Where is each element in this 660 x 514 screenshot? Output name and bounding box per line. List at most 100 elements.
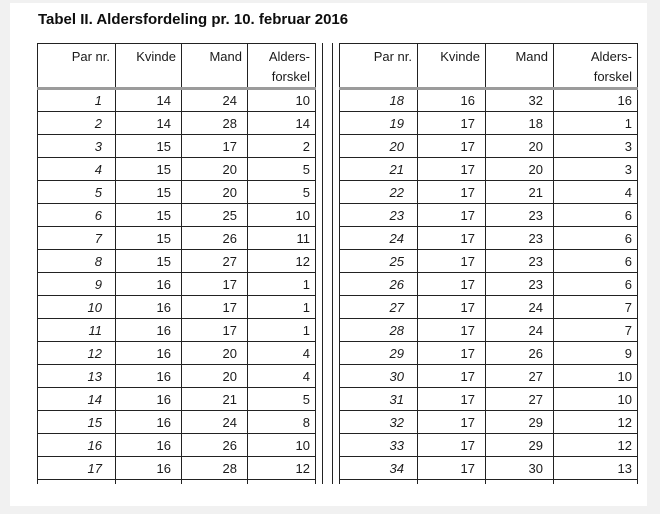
mand-cell: 17 [181,295,248,319]
par-nr-cell: 8 [37,249,116,273]
aldersforskel-cell: 7 [553,318,638,342]
kvinde-cell: 14 [115,88,182,112]
col-header-mand: Mand [181,43,248,90]
table-row: 5 15 20 5 [37,180,316,204]
table-row: 32 17 29 12 [339,410,638,434]
kvinde-cell: 17 [417,272,486,296]
cropped-row [339,479,638,484]
aldersforskel-cell: 4 [553,180,638,204]
aldersforskel-cell: 16 [553,88,638,112]
aldersforskel-cell: 10 [247,88,316,112]
kvinde-cell: 17 [417,456,486,480]
par-nr-cell: 20 [339,134,418,158]
mand-cell: 21 [485,180,554,204]
table-row: 8 15 27 12 [37,249,316,273]
mand-cell: 17 [181,318,248,342]
par-nr-cell: 30 [339,364,418,388]
aldersforskel-cell: 2 [247,134,316,158]
col-header-par-nr: Par nr. [339,43,418,90]
aldersforskel-cell: 5 [247,180,316,204]
table-row: 7 15 26 11 [37,226,316,250]
kvinde-cell: 15 [115,180,182,204]
kvinde-cell: 17 [417,318,486,342]
table-row: 31 17 27 10 [339,387,638,411]
par-nr-cell: 32 [339,410,418,434]
kvinde-cell: 16 [115,387,182,411]
table-row: 16 16 26 10 [37,433,316,457]
par-nr-cell: 25 [339,249,418,273]
table-row: 25 17 23 6 [339,249,638,273]
header-row: Par nr. Kvinde Mand Alders- forskel [37,43,316,90]
mand-cell: 30 [485,456,554,480]
kvinde-cell: 17 [417,157,486,181]
col-header-kvinde: Kvinde [115,43,182,90]
mand-cell: 23 [485,272,554,296]
table-body: 18 16 32 16 19 17 18 1 20 17 20 3 21 17 20 3 22 17 21 4 23 17… [339,88,638,480]
table-row: 18 16 32 16 [339,88,638,112]
aldersforskel-cell: 12 [553,433,638,457]
table-row: 14 16 21 5 [37,387,316,411]
table-body: 1 14 24 10 2 14 28 14 3 15 17 2 4 15 20 5 5 15 20 5 6 15 25 10 7… [37,88,316,480]
table-row: 30 17 27 10 [339,364,638,388]
mand-cell: 24 [485,295,554,319]
table-row: 12 16 20 4 [37,341,316,365]
table-row: 20 17 20 3 [339,134,638,158]
table-group: Par nr. Kvinde Mand Alders- forskel 1 14 2… [37,43,647,484]
table-row: 21 17 20 3 [339,157,638,181]
table-row: 3 15 17 2 [37,134,316,158]
mand-cell: 20 [181,364,248,388]
mand-cell: 26 [181,433,248,457]
mand-cell: 24 [485,318,554,342]
par-nr-cell: 13 [37,364,116,388]
table-row: 17 16 28 12 [37,456,316,480]
table-row: 9 16 17 1 [37,272,316,296]
par-nr-cell: 23 [339,203,418,227]
mand-cell: 20 [181,157,248,181]
aldersforskel-cell: 1 [247,295,316,319]
aldersforskel-cell: 3 [553,157,638,181]
par-nr-cell: 3 [37,134,116,158]
par-nr-cell: 12 [37,341,116,365]
kvinde-cell: 17 [417,295,486,319]
kvinde-cell: 16 [115,410,182,434]
table-row: 27 17 24 7 [339,295,638,319]
mand-cell: 24 [181,88,248,112]
kvinde-cell: 15 [115,226,182,250]
kvinde-cell: 16 [115,341,182,365]
par-nr-cell: 15 [37,410,116,434]
mand-cell: 28 [181,111,248,135]
age-table-right: Par nr. Kvinde Mand Alders- forskel 18 16… [339,43,638,484]
aldersforskel-cell: 6 [553,249,638,273]
mand-cell: 18 [485,111,554,135]
aldersforskel-cell: 14 [247,111,316,135]
mand-cell: 25 [181,203,248,227]
table-row: 34 17 30 13 [339,456,638,480]
table-header: Par nr. Kvinde Mand Alders- forskel [37,43,316,90]
aldersforskel-cell: 10 [553,387,638,411]
kvinde-cell: 15 [115,203,182,227]
table-title: Tabel II. Aldersfordeling pr. 10. februa… [38,11,349,28]
mand-cell: 20 [485,157,554,181]
mand-cell: 23 [485,203,554,227]
table-row: 4 15 20 5 [37,157,316,181]
par-nr-cell: 29 [339,341,418,365]
kvinde-cell: 16 [417,88,486,112]
col-header-kvinde: Kvinde [417,43,486,90]
aldersforskel-cell: 4 [247,341,316,365]
table-row: 11 16 17 1 [37,318,316,342]
mand-cell: 28 [181,456,248,480]
par-nr-cell: 11 [37,318,116,342]
cropped-next-row [339,479,638,484]
par-nr-cell: 16 [37,433,116,457]
par-nr-cell: 17 [37,456,116,480]
kvinde-cell: 16 [115,456,182,480]
age-table-left: Par nr. Kvinde Mand Alders- forskel 1 14 2… [37,43,316,484]
mand-cell: 26 [485,341,554,365]
kvinde-cell: 17 [417,249,486,273]
kvinde-cell: 15 [115,157,182,181]
par-nr-cell: 4 [37,157,116,181]
aldersforskel-cell: 6 [553,203,638,227]
col-header-aldersforskel: Alders- forskel [553,43,638,90]
aldersforskel-cell: 1 [553,111,638,135]
par-nr-cell: 10 [37,295,116,319]
